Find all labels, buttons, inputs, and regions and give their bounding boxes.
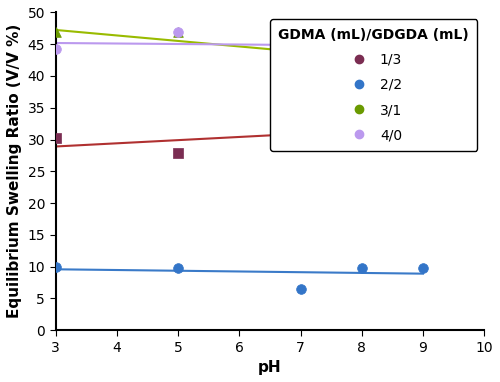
- 2/2: [52, 264, 60, 270]
- 4/0: [419, 45, 427, 52]
- 2/2: [358, 265, 366, 271]
- 4/0: [174, 28, 182, 34]
- 1/3: [419, 123, 427, 129]
- 3/1: [174, 28, 182, 34]
- 3/1: [419, 57, 427, 63]
- X-axis label: pH: pH: [258, 360, 281, 375]
- 2/2: [174, 265, 182, 271]
- 2/2: [296, 286, 304, 292]
- 1/3: [358, 123, 366, 129]
- 3/1: [52, 28, 60, 34]
- 1/3: [174, 151, 182, 157]
- Y-axis label: Equilibrium Swelling Ratio (V/V %): Equilibrium Swelling Ratio (V/V %): [7, 24, 22, 318]
- 1/3: [52, 134, 60, 141]
- 3/1: [296, 66, 304, 73]
- 2/2: [419, 265, 427, 271]
- 3/1: [358, 47, 366, 53]
- 4/0: [52, 45, 60, 52]
- 4/0: [296, 54, 304, 60]
- Legend: 1/3, 2/2, 3/1, 4/0: 1/3, 2/2, 3/1, 4/0: [270, 19, 478, 151]
- 1/3: [296, 133, 304, 139]
- 4/0: [358, 35, 366, 41]
